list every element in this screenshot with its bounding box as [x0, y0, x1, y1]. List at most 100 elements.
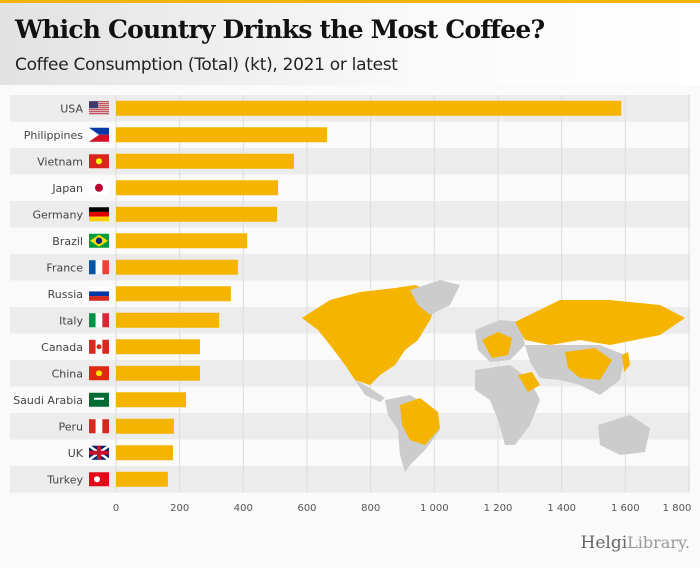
- country-label: Canada: [41, 341, 83, 354]
- bar-canada: [116, 339, 201, 355]
- bar-vietnam: [116, 153, 294, 169]
- bar-saudi-arabia: [116, 392, 187, 408]
- x-tick-label: 800: [361, 503, 380, 514]
- bar-russia: [116, 286, 231, 302]
- flag-script: [94, 397, 104, 400]
- map-africa: [475, 365, 540, 445]
- flag-germany-icon: [89, 207, 109, 222]
- map-north-america: [302, 285, 440, 385]
- bar-peru: [116, 418, 174, 434]
- x-tick-label: 1 000: [420, 503, 449, 514]
- flag-disc: [95, 183, 103, 192]
- flag-stripe: [89, 107, 109, 109]
- flag-uk-icon: [88, 444, 110, 461]
- chart-title: Which Country Drinks the Most Coffee?: [15, 15, 545, 44]
- bar-japan: [116, 180, 279, 196]
- flag-band: [89, 127, 109, 135]
- flag-band: [95, 313, 103, 328]
- flag-france-icon: [89, 260, 109, 275]
- country-label: Germany: [32, 208, 83, 221]
- flag-band: [102, 260, 109, 275]
- x-tick-label: 400: [234, 503, 253, 514]
- country-label: China: [52, 367, 83, 380]
- bar-france: [116, 259, 238, 275]
- flag-band: [89, 260, 96, 275]
- map-australia: [598, 415, 650, 455]
- flag-band: [102, 419, 109, 434]
- flag-stripe: [89, 105, 109, 107]
- flag-canton: [89, 101, 98, 109]
- country-label: France: [46, 261, 83, 274]
- flag-band: [89, 286, 109, 292]
- flag-band: [89, 419, 96, 434]
- flag-vietnam-icon: [89, 154, 109, 169]
- helgi-library-logo: HelgiLibrary.: [581, 533, 690, 553]
- row-stripe: [10, 121, 690, 148]
- row-stripe: [10, 466, 690, 493]
- flag-brazil-icon: [89, 233, 109, 248]
- flag-emblem: [96, 370, 102, 377]
- logo-brand: Helgi: [580, 533, 628, 553]
- flag-russia-icon: [89, 286, 109, 301]
- flag-stripe: [89, 103, 109, 105]
- country-label: Russia: [48, 288, 83, 301]
- country-label: Vietnam: [37, 155, 83, 168]
- map-europe-coffee: [482, 332, 512, 358]
- top-accent-bar: [0, 0, 700, 3]
- flag-band: [95, 260, 103, 275]
- row-stripe: [10, 386, 690, 413]
- bar-turkey: [116, 471, 168, 487]
- row-stripe: [10, 148, 690, 175]
- header: Which Country Drinks the Most Coffee? Co…: [0, 3, 700, 85]
- x-tick-label: 1 600: [611, 503, 640, 514]
- flag-cross: [89, 450, 109, 455]
- flag-stripe: [89, 109, 109, 111]
- flag-band: [89, 216, 109, 222]
- flag-band: [89, 211, 109, 217]
- flag-philippines-icon: [89, 127, 109, 142]
- country-label: Turkey: [46, 473, 83, 486]
- flag-band: [95, 419, 103, 434]
- x-tick-label: 1 800: [663, 503, 692, 514]
- map-greenland: [410, 280, 460, 315]
- x-tick-label: 1 400: [547, 503, 576, 514]
- flag-globe: [95, 237, 103, 244]
- flag-china-icon: [89, 366, 109, 381]
- flag-saudi-arabia-icon: [89, 392, 109, 407]
- country-label: UK: [68, 447, 84, 460]
- chart-subtitle: Coffee Consumption (Total) (kt), 2021 or…: [15, 55, 398, 75]
- bar-brazil: [116, 233, 248, 249]
- flag-triangle: [89, 127, 99, 142]
- map-saudi-arabia: [518, 372, 540, 392]
- bar-germany: [116, 206, 278, 222]
- country-label: Philippines: [24, 129, 84, 142]
- bar-philippines: [116, 127, 328, 143]
- map-russia: [515, 300, 685, 345]
- logo-suffix: Library.: [627, 533, 690, 552]
- row-stripe: [10, 227, 690, 254]
- flag-usa-icon: [89, 101, 109, 115]
- bar-uk: [116, 445, 173, 461]
- flag-band: [102, 313, 109, 328]
- country-label: Peru: [58, 420, 83, 433]
- flag-band: [89, 313, 96, 328]
- flag-band: [89, 207, 109, 212]
- row-stripe: [10, 413, 690, 440]
- flag-stripe: [89, 101, 109, 103]
- flag-band: [89, 291, 109, 297]
- map-central-america: [355, 380, 385, 402]
- flag-peru-icon: [89, 419, 109, 434]
- flag-emblem: [94, 476, 100, 483]
- country-label: Brazil: [52, 235, 83, 248]
- flag-emblem: [96, 158, 102, 165]
- country-label: USA: [60, 102, 83, 115]
- x-tick-label: 600: [297, 503, 316, 514]
- bar-italy: [116, 312, 220, 328]
- flag-turkey-icon: [89, 472, 109, 487]
- country-label: Saudi Arabia: [13, 394, 83, 407]
- country-label: Japan: [51, 182, 83, 195]
- flag-band: [102, 339, 109, 354]
- x-tick-label: 200: [170, 503, 189, 514]
- flag-stripe: [89, 111, 109, 113]
